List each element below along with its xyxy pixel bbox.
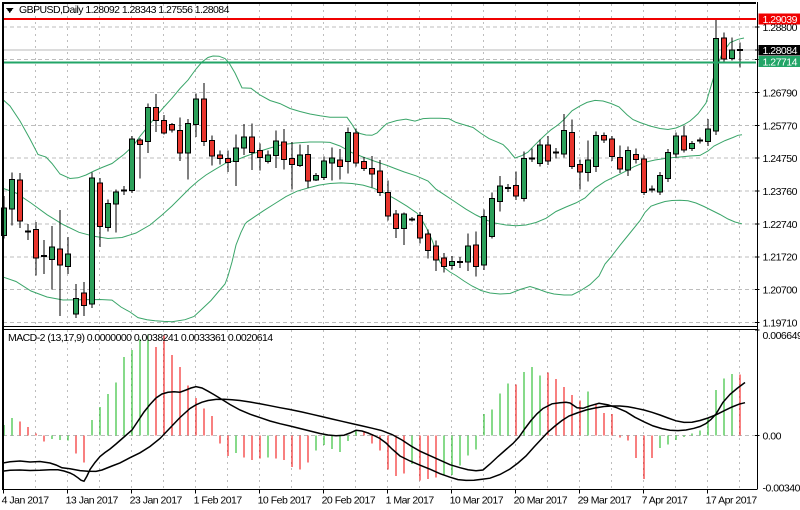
svg-text:29 Mar 2017: 29 Mar 2017: [578, 495, 632, 507]
svg-text:20 Feb 2017: 20 Feb 2017: [322, 495, 376, 507]
svg-text:1.27714: 1.27714: [763, 57, 798, 69]
svg-text:1.20700: 1.20700: [763, 285, 798, 297]
svg-text:1.19710: 1.19710: [763, 317, 798, 329]
svg-text:1.28800: 1.28800: [763, 22, 798, 34]
svg-text:1 Feb 2017: 1 Feb 2017: [194, 495, 243, 507]
svg-text:10 Mar 2017: 10 Mar 2017: [450, 495, 504, 507]
svg-text:MACD-2 (13,17,9) 0.0000000 0.0: MACD-2 (13,17,9) 0.0000000 0.0038241 0.0…: [8, 332, 273, 344]
svg-text:1 Mar 2017: 1 Mar 2017: [386, 495, 435, 507]
svg-text:4 Jan 2017: 4 Jan 2017: [2, 495, 50, 507]
svg-text:10 Feb 2017: 10 Feb 2017: [258, 495, 312, 507]
svg-text:1.25770: 1.25770: [763, 120, 798, 132]
svg-text:0.00: 0.00: [763, 431, 782, 443]
svg-text:1.21720: 1.21720: [763, 252, 798, 264]
svg-text:7 Apr 2017: 7 Apr 2017: [642, 495, 688, 507]
svg-text:1.22740: 1.22740: [763, 219, 798, 231]
svg-text:1.24750: 1.24750: [763, 153, 798, 165]
svg-text:1.28084: 1.28084: [763, 45, 798, 57]
svg-text:GBPUSD,Daily 1.28092 1.28343: GBPUSD,Daily 1.28092 1.28343 1.27556 1.2…: [19, 4, 230, 16]
svg-text:1.26790: 1.26790: [763, 88, 798, 100]
svg-text:1.23760: 1.23760: [763, 186, 798, 198]
svg-text:1.29039: 1.29039: [763, 14, 798, 26]
svg-text:23 Jan 2017: 23 Jan 2017: [130, 495, 183, 507]
svg-text:-0.0034072: -0.0034072: [763, 483, 800, 495]
svg-text:17 Apr 2017: 17 Apr 2017: [706, 495, 758, 507]
svg-text:13 Jan 2017: 13 Jan 2017: [66, 495, 119, 507]
svg-text:0.0066492: 0.0066492: [763, 330, 800, 342]
svg-text:20 Mar 2017: 20 Mar 2017: [514, 495, 568, 507]
